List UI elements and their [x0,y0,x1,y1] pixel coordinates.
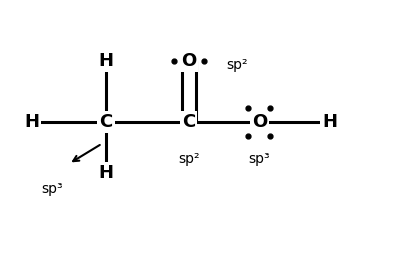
Text: sp³: sp³ [248,152,270,166]
Text: C: C [99,113,113,131]
Text: H: H [99,52,114,70]
Text: H: H [24,113,39,131]
Text: H: H [99,164,114,182]
Text: O: O [181,52,196,70]
Text: sp²: sp² [178,152,199,166]
Text: sp³: sp³ [41,182,63,196]
Text: O: O [252,113,267,131]
Text: H: H [323,113,338,131]
Text: sp²: sp² [226,58,248,72]
Text: C: C [182,113,195,131]
